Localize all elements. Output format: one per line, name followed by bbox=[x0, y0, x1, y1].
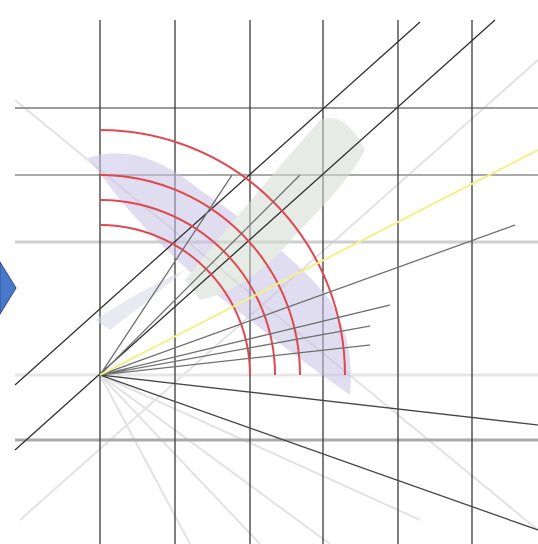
arrow bbox=[0, 261, 17, 315]
long-diagonals bbox=[14, 19, 496, 451]
bird bbox=[88, 118, 365, 395]
fan-lines bbox=[99, 149, 538, 531]
